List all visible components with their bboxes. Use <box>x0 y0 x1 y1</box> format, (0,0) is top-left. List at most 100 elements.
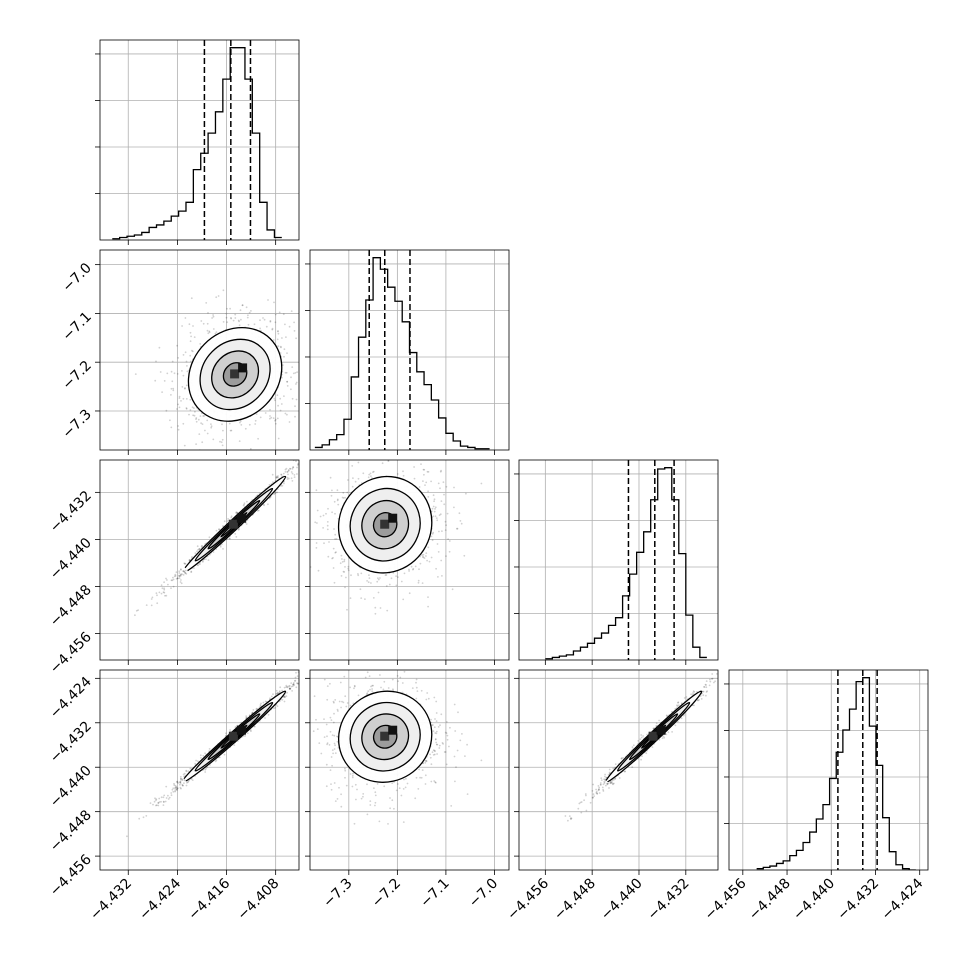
scatter-point <box>201 423 204 425</box>
scatter-point <box>326 521 329 523</box>
scatter-point <box>181 370 183 372</box>
scatter-point <box>195 420 198 423</box>
scatter-point <box>597 785 600 787</box>
scatter-point <box>171 360 174 363</box>
scatter-point <box>230 317 233 320</box>
scatter-point <box>446 738 449 741</box>
scatter-point <box>440 469 442 472</box>
scatter-point <box>339 681 342 684</box>
scatter-point <box>286 413 288 416</box>
scatter-point <box>172 578 175 581</box>
scatter-point <box>221 423 223 426</box>
scatter-point <box>157 802 160 804</box>
scatter-point <box>418 568 420 571</box>
scatter-point <box>331 749 334 751</box>
scatter-point <box>351 485 354 488</box>
scatter-point <box>285 467 288 470</box>
scatter-point <box>317 569 320 572</box>
scatter-point <box>189 340 192 343</box>
scatter-point <box>440 713 443 716</box>
scatter-point <box>430 510 433 513</box>
scatter-point <box>275 475 278 478</box>
scatter-point <box>330 719 333 721</box>
y-tick-label: −4.456 <box>47 629 95 677</box>
scatter-point <box>366 783 368 786</box>
x-tick-label: −4.440 <box>790 876 838 924</box>
scatter-point <box>395 584 398 587</box>
scatter-point <box>221 444 224 447</box>
scatter-point <box>137 609 140 611</box>
scatter-point <box>205 302 208 304</box>
scatter-point <box>285 336 287 338</box>
scatter-point <box>172 585 175 588</box>
scatter-point <box>176 780 179 783</box>
scatter-point <box>284 468 287 471</box>
scatter-point <box>259 416 262 419</box>
scatter-point <box>344 769 347 772</box>
scatter-point <box>435 700 438 703</box>
scatter-point <box>222 525 224 527</box>
scatter-point <box>701 690 704 693</box>
scatter-point <box>178 575 181 578</box>
scatter-point <box>382 688 385 691</box>
scatter-point <box>190 297 193 300</box>
scatter-point <box>173 782 175 785</box>
scatter-point <box>193 336 196 338</box>
scatter-point <box>180 579 182 581</box>
scatter-point <box>153 800 156 803</box>
scatter-point <box>299 461 301 463</box>
scatter-point <box>172 787 175 790</box>
scatter-point <box>165 409 168 412</box>
scatter-point <box>257 509 260 512</box>
scatter-point <box>165 594 168 597</box>
scatter-point <box>295 460 297 463</box>
scatter-point <box>185 384 188 387</box>
scatter-point <box>425 760 428 762</box>
scatter-point <box>429 753 431 756</box>
scatter-point <box>239 420 242 422</box>
scatter-point <box>234 317 237 319</box>
scatter-point <box>180 779 182 781</box>
scatter-point <box>439 724 441 727</box>
scatter-point <box>240 424 243 426</box>
scatter-point <box>176 373 179 375</box>
scatter-point <box>234 726 237 729</box>
scatter-point <box>178 397 181 399</box>
scatter-point <box>437 482 440 485</box>
scatter-point <box>198 433 201 435</box>
scatter-point <box>283 695 286 698</box>
scatter-point <box>300 369 302 371</box>
scatter-point <box>424 783 427 785</box>
scatter-point <box>599 783 602 786</box>
scatter-point <box>291 366 294 368</box>
scatter-point <box>436 543 439 545</box>
scatter-point <box>181 784 184 787</box>
scatter-point <box>162 591 165 593</box>
scatter-point <box>402 474 405 477</box>
scatter-point <box>180 582 183 585</box>
scatter-point <box>330 494 333 497</box>
y-tick-label: −4.448 <box>47 582 95 630</box>
scatter-point <box>207 312 209 314</box>
density-peak <box>228 519 238 529</box>
scatter-point <box>262 701 265 704</box>
scatter-point <box>241 304 244 307</box>
scatter-point <box>269 697 271 700</box>
scatter-point <box>422 553 425 556</box>
scatter-point <box>225 734 227 737</box>
scatter-point <box>205 558 207 560</box>
scatter-point <box>377 591 380 594</box>
scatter-point <box>408 568 410 571</box>
scatter-point <box>373 787 375 790</box>
scatter-point <box>403 670 406 673</box>
scatter-point <box>318 742 321 744</box>
scatter-point <box>333 712 335 715</box>
scatter-point <box>404 786 407 789</box>
scatter-point <box>280 346 282 349</box>
scatter-point <box>175 786 178 789</box>
scatter-point <box>182 570 185 572</box>
scatter-point <box>448 745 450 748</box>
scatter-point <box>319 515 322 518</box>
